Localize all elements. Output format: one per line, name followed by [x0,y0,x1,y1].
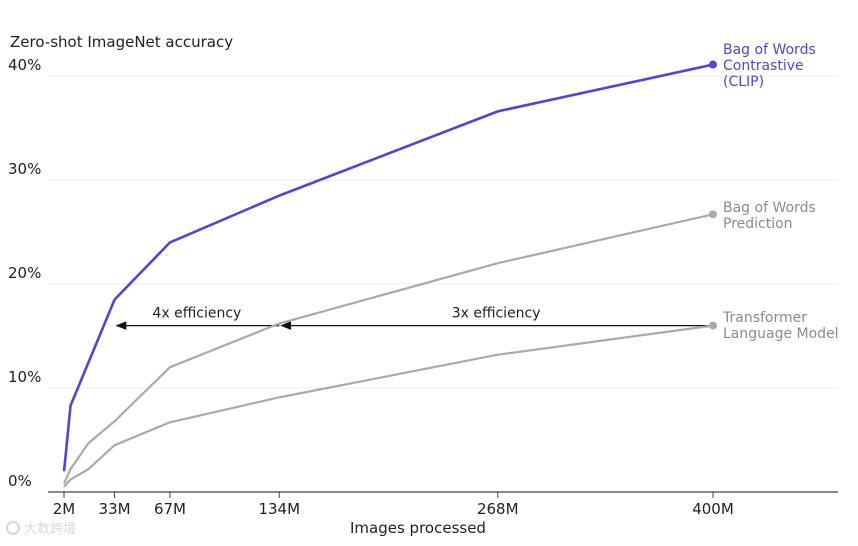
x-axis-title: Images processed [350,519,486,537]
x-tick-label: 400M [692,500,734,518]
y-tick-label: 0% [8,472,32,490]
annotations: 4x efficiency 3x efficiency [115,306,713,330]
y-tick-label: 40% [8,56,41,74]
x-tick-label: 2M [53,500,76,518]
series-end-point [709,210,717,219]
series-label: Language Model [723,326,839,342]
series [62,60,717,488]
x-tick-label: 268M [477,500,519,518]
y-tick-label: 10% [8,368,41,386]
series-end-point [709,321,717,330]
efficiency-label: 4x efficiency [152,306,241,322]
x-tick-label: 134M [258,500,300,518]
efficiency-label: 3x efficiency [452,306,541,322]
x-tick-label: 67M [154,500,186,518]
watermark-logo-icon [6,520,20,535]
grid [48,75,838,389]
series-end-point [709,60,717,69]
y-axis-title: Zero-shot ImageNet accuracy [10,33,234,51]
x-tick-label: 33M [99,500,131,518]
watermark-text: 大数跨境 [24,522,77,537]
series-line [63,324,714,488]
series-label: Contrastive [723,58,804,74]
y-tick-label: 30% [8,160,41,178]
x-axis-ticks: 2M 33M 67M 134M 268M 400M [53,492,734,518]
series-label: Transformer [722,310,807,326]
y-tick-label: 20% [8,264,41,282]
y-axis-ticks: 0% 10% 20% 30% 40% [8,56,41,490]
series-label: Bag of Words [723,200,816,216]
watermark: 大数跨境 [6,518,76,537]
series-label: (CLIP) [723,74,764,90]
series-line [62,213,714,485]
series-label: Prediction [723,216,793,232]
series-label: Bag of Words [723,42,816,58]
series-line [62,63,714,472]
